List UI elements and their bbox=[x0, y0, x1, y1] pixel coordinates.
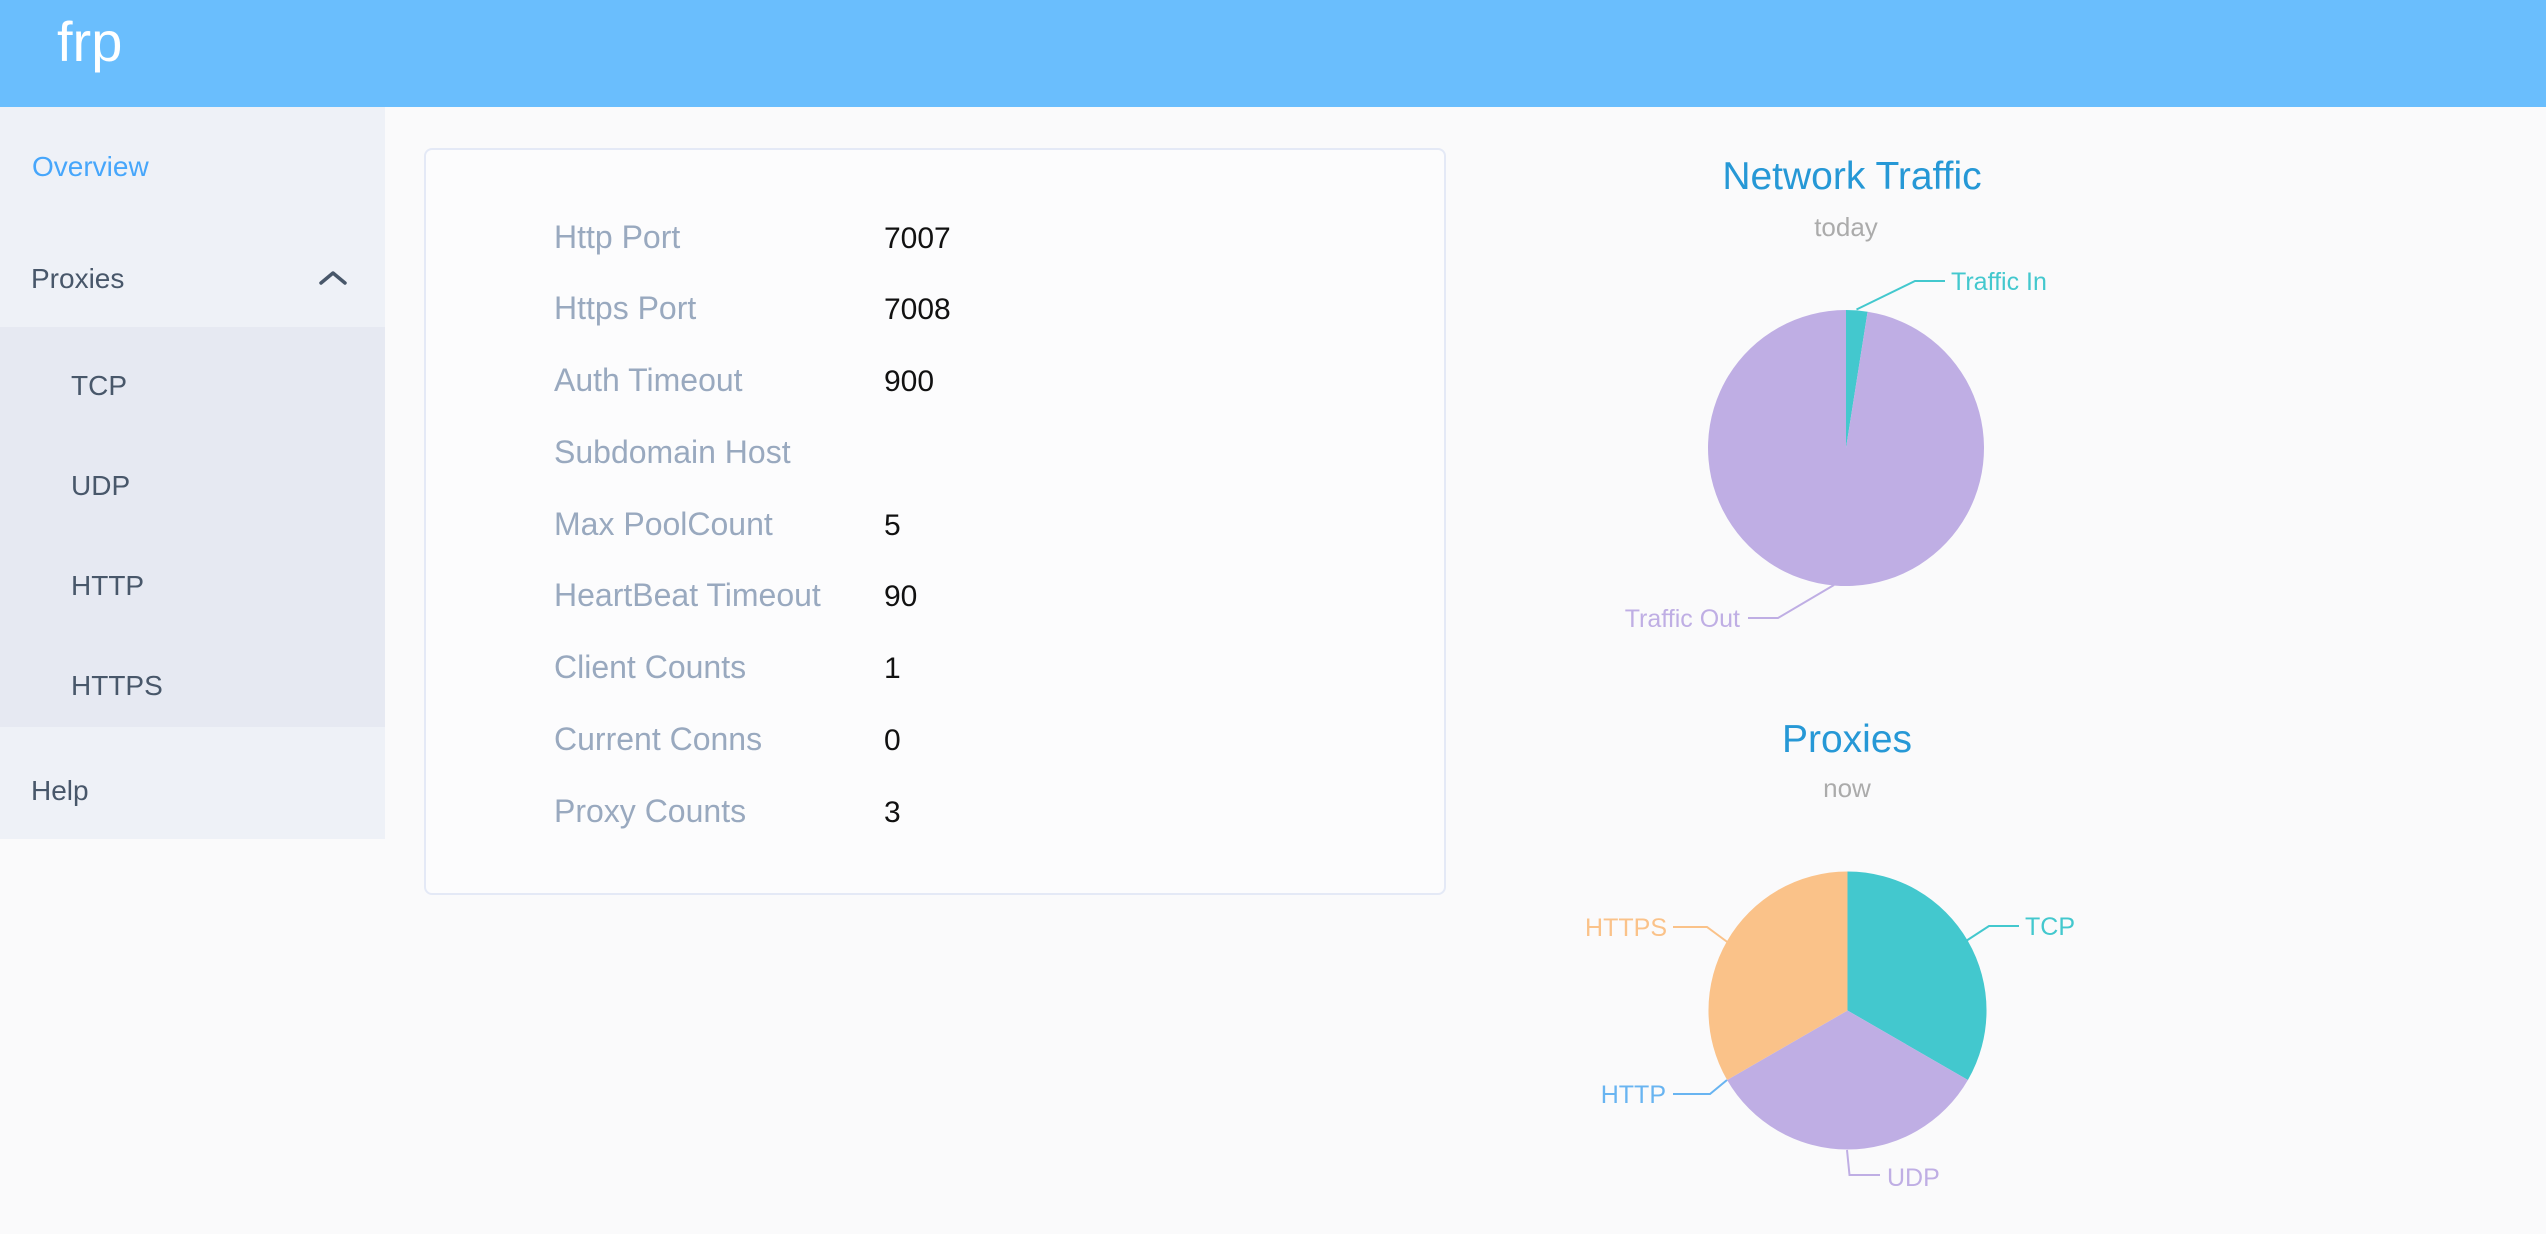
svg-text:Current Conns: Current Conns bbox=[554, 721, 762, 757]
svg-text:Overview: Overview bbox=[32, 151, 149, 182]
svg-text:HTTPS: HTTPS bbox=[71, 670, 163, 701]
svg-text:Auth Timeout: Auth Timeout bbox=[554, 362, 743, 398]
svg-text:today: today bbox=[1814, 212, 1878, 242]
svg-text:UDP: UDP bbox=[71, 470, 130, 501]
svg-text:HTTP: HTTP bbox=[1601, 1081, 1666, 1109]
svg-text:HTTPS: HTTPS bbox=[1585, 914, 1667, 942]
svg-text:90: 90 bbox=[884, 580, 917, 613]
svg-text:Traffic In: Traffic In bbox=[1951, 268, 2047, 296]
svg-text:Proxies: Proxies bbox=[31, 263, 124, 294]
svg-text:HeartBeat Timeout: HeartBeat Timeout bbox=[554, 577, 821, 613]
svg-text:5: 5 bbox=[884, 509, 901, 542]
svg-text:TCP: TCP bbox=[71, 370, 127, 401]
svg-text:900: 900 bbox=[884, 365, 934, 398]
svg-text:7007: 7007 bbox=[884, 222, 951, 255]
svg-text:Http Port: Http Port bbox=[554, 219, 680, 255]
svg-text:Traffic Out: Traffic Out bbox=[1625, 605, 1740, 633]
svg-text:1: 1 bbox=[884, 652, 901, 685]
svg-text:Proxy Counts: Proxy Counts bbox=[554, 793, 746, 829]
svg-text:3: 3 bbox=[884, 796, 901, 829]
svg-text:Help: Help bbox=[31, 775, 89, 806]
svg-text:7008: 7008 bbox=[884, 293, 951, 326]
svg-text:HTTP: HTTP bbox=[71, 570, 144, 601]
svg-text:Subdomain Host: Subdomain Host bbox=[554, 434, 791, 470]
svg-text:now: now bbox=[1823, 773, 1871, 803]
svg-text:Proxies: Proxies bbox=[1782, 718, 1912, 761]
svg-text:Client Counts: Client Counts bbox=[554, 649, 746, 685]
svg-text:Https Port: Https Port bbox=[554, 290, 696, 326]
svg-text:UDP: UDP bbox=[1887, 1164, 1940, 1192]
svg-text:Network Traffic: Network Traffic bbox=[1722, 155, 1981, 198]
svg-text:0: 0 bbox=[884, 724, 901, 757]
svg-text:Max PoolCount: Max PoolCount bbox=[554, 506, 773, 542]
svg-text:frp: frp bbox=[57, 10, 122, 73]
svg-text:TCP: TCP bbox=[2025, 913, 2075, 941]
